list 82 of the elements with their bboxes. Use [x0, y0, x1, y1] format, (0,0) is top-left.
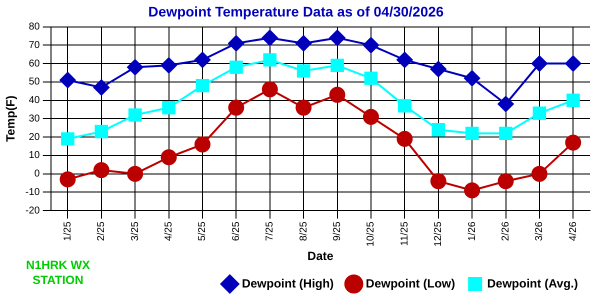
point: [364, 72, 378, 85]
x-tick-label: 3/26: [534, 221, 546, 242]
point: [465, 126, 479, 140]
point: [194, 52, 210, 68]
point: [532, 106, 546, 120]
point: [128, 108, 142, 122]
point: [362, 37, 379, 54]
y-tick-label: 40: [28, 95, 40, 106]
point: [296, 64, 310, 78]
x-tick-label: 1/26: [466, 221, 478, 242]
legend-label: Dewpoint (High): [242, 276, 334, 290]
point: [464, 182, 480, 198]
y-tick-label: 80: [28, 22, 40, 33]
y-tick-label: 60: [28, 58, 40, 70]
point: [127, 166, 144, 182]
x-tick-label: 9/25: [332, 221, 344, 242]
y-tick-label: 10: [28, 150, 40, 162]
y-axis-title: Temp(F): [4, 95, 18, 142]
point: [396, 52, 413, 68]
point: [61, 132, 74, 146]
point: [362, 108, 379, 125]
point: [93, 79, 110, 96]
point: [432, 123, 446, 136]
point: [162, 101, 176, 114]
point: [296, 100, 312, 116]
point: [262, 30, 278, 46]
x-tick-label: 2/26: [500, 221, 512, 242]
point: [262, 81, 278, 98]
x-tick-label: 4/26: [568, 221, 579, 242]
legend-label: Dewpoint (Low): [366, 276, 456, 290]
chart-title: Dewpoint Temperature Data as of 04/30/2026: [148, 3, 444, 20]
y-tick-label: 20: [28, 132, 40, 143]
point: [430, 173, 446, 190]
point: [464, 70, 480, 86]
y-tick-label: -10: [25, 186, 40, 198]
point: [160, 149, 177, 166]
point: [566, 94, 580, 107]
point: [531, 56, 548, 72]
x-tick-label: 5/25: [197, 221, 208, 242]
point: [160, 57, 177, 74]
point: [296, 35, 312, 52]
x-tick-label: 7/25: [264, 221, 276, 242]
point: [498, 96, 514, 112]
text: N1HRK WX STATION: [24, 258, 91, 288]
point: [127, 59, 144, 76]
point: [60, 72, 76, 88]
point: [565, 134, 582, 151]
x-tick-label: 1/25: [62, 221, 74, 242]
point: [565, 56, 582, 72]
point: [228, 35, 244, 52]
y-tick-label: 50: [28, 76, 40, 88]
x-tick-label: 12/25: [433, 221, 444, 247]
y-tick-label: -20: [25, 205, 40, 216]
x-tick-label: 3/25: [130, 221, 141, 242]
point: [263, 53, 277, 67]
point: [498, 173, 514, 190]
x-tick-label: 4/25: [164, 221, 175, 242]
point: [329, 86, 346, 103]
x-tick-label: 6/25: [230, 221, 242, 242]
x-tick-label: 10/25: [366, 221, 377, 247]
point: [230, 60, 243, 74]
point: [94, 124, 108, 138]
point: [430, 61, 446, 78]
point: [60, 171, 76, 188]
legend-label: Dewpoint (Avg.): [487, 276, 578, 290]
y-tick-label: 70: [28, 40, 40, 51]
y-tick-label: 0: [34, 168, 40, 180]
point: [194, 136, 210, 152]
x-tick-label: 2/25: [96, 221, 108, 242]
point: [93, 162, 110, 178]
point: [396, 130, 413, 147]
y-tick-label: 30: [28, 113, 40, 124]
x-tick-label: 11/25: [399, 221, 410, 246]
point: [499, 126, 512, 140]
point: [329, 30, 346, 46]
x-tick-label: 8/25: [298, 221, 310, 242]
point: [228, 100, 244, 116]
point: [196, 78, 210, 92]
point: [330, 58, 344, 72]
x-axis-title: Date: [307, 249, 334, 264]
point: [398, 99, 412, 112]
point: [531, 166, 548, 182]
